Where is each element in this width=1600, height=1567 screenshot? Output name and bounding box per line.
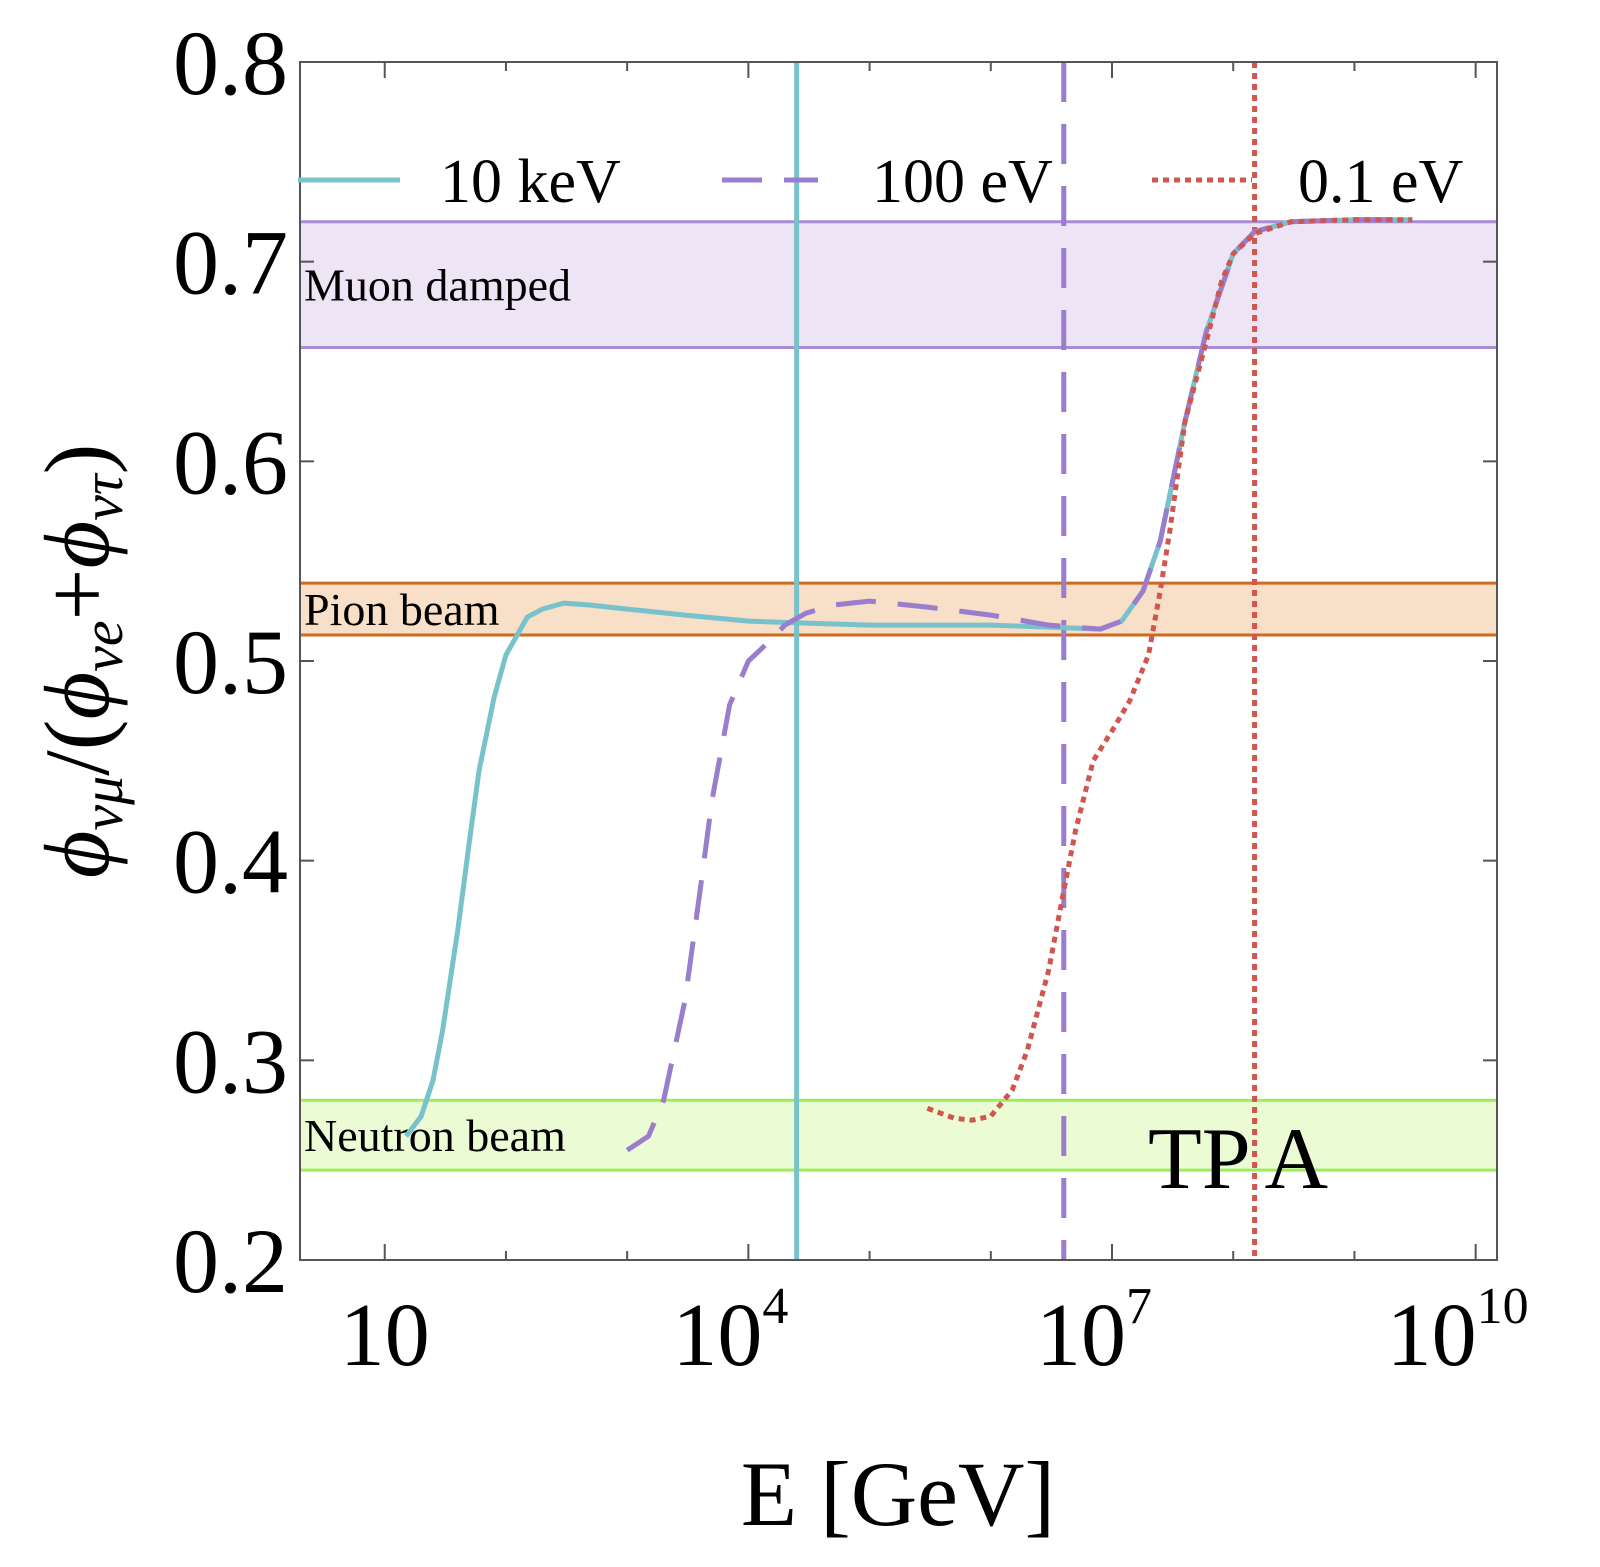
x-tick-exponent: 7 (1126, 1278, 1152, 1335)
y-tick-label: 0.8 (173, 12, 288, 114)
series-line-0.1-eV (926, 217, 1413, 1123)
legend-label: 0.1 eV (1298, 148, 1464, 216)
x-tick-label: 107 (1036, 1278, 1152, 1385)
x-tick-exponent: 4 (762, 1278, 788, 1335)
y-tick-label: 0.7 (173, 212, 288, 314)
x-tick-label: 1010 (1387, 1278, 1529, 1385)
y-axis-phi-3: ϕ (26, 521, 128, 569)
x-tick-base: 10 (1036, 1286, 1126, 1385)
y-axis-title: ϕνμ/(ϕνe+ϕντ) (26, 444, 135, 878)
y-axis-plus: + (26, 569, 128, 621)
y-tick-label: 0.2 (173, 1210, 288, 1312)
band-label: Pion beam (304, 584, 500, 635)
y-tick-label: 0.3 (173, 1010, 288, 1112)
legend: 10 keV 100 eV 0.1 eV (298, 148, 1464, 216)
y-axis-phi-2: ϕ (26, 672, 128, 720)
axis-ticks: 0.20.30.40.50.60.70.810 104 107 1010 (173, 12, 1529, 1385)
band-label: Neutron beam (304, 1110, 566, 1161)
y-axis-sub-numu: νμ (70, 776, 135, 831)
x-tick-base: 10 (672, 1286, 762, 1385)
x-axis-title: E [GeV] (741, 1443, 1055, 1545)
band-fill (300, 1100, 1497, 1171)
y-axis-sub-nutau: ντ (70, 472, 135, 521)
legend-label: 100 eV (872, 148, 1053, 216)
y-axis-close: ) (26, 444, 128, 475)
y-tick-label: 0.5 (173, 611, 288, 713)
y-axis-sub-nue: νe (70, 620, 135, 672)
x-tick-base: 10 (1387, 1286, 1477, 1385)
y-axis-phi-1: ϕ (26, 831, 128, 879)
series-line-100-eV (625, 217, 1413, 1153)
band-fill (300, 221, 1497, 348)
annotation-label: TP A (1148, 1111, 1328, 1208)
x-tick-base: 10 (340, 1286, 430, 1385)
series-curves (404, 217, 1413, 1153)
x-tick-label: 10 (340, 1286, 430, 1385)
y-axis-open: /( (26, 720, 128, 776)
bands: Muon damped Pion beam Neutron beam (300, 220, 1497, 1172)
x-tick-exponent: 10 (1477, 1278, 1529, 1335)
x-tick-label: 104 (672, 1278, 788, 1385)
vertical-lines (794, 62, 1258, 1260)
legend-label: 10 keV (440, 148, 621, 216)
band-label: Muon damped (304, 260, 571, 311)
y-tick-label: 0.4 (173, 811, 288, 913)
y-tick-label: 0.6 (173, 411, 288, 513)
